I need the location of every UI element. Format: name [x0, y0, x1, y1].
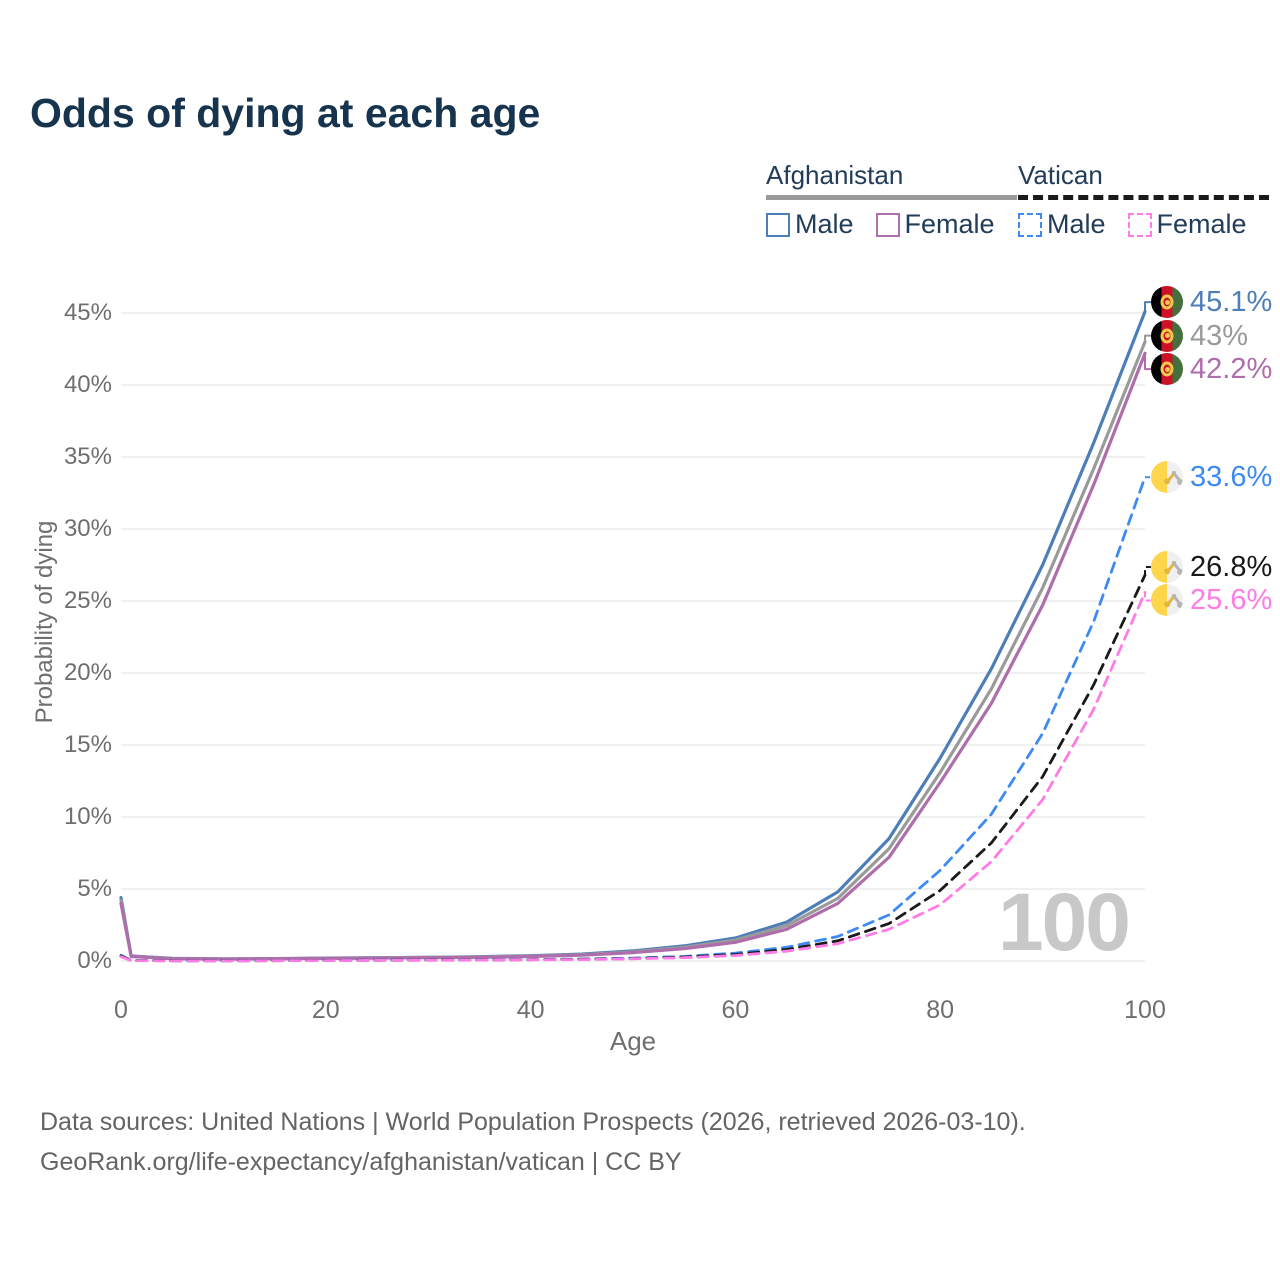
y-tick-label: 0%: [77, 947, 112, 974]
legend-country-vatican[interactable]: Vatican: [1018, 160, 1103, 190]
end-label-connector-afghanistan-female: [1144, 353, 1151, 371]
vatican-male-swatch[interactable]: [1018, 212, 1042, 237]
legend-item-vatican-female[interactable]: Female: [1127, 209, 1247, 240]
y-tick-label: 25%: [63, 587, 112, 614]
page-title: Odds of dying at each age: [30, 90, 541, 136]
footer-attribution: GeoRank.org/life-expectancy/afghanistan/…: [40, 1148, 682, 1176]
legend-item-label: Female: [1156, 209, 1247, 239]
y-tick-label: 35%: [63, 443, 112, 470]
x-tick-label: 20: [311, 996, 340, 1024]
y-tick-label: 30%: [63, 515, 112, 542]
y-tick-label: 5%: [77, 875, 112, 902]
series-line-afghanistan-female[interactable]: [119, 351, 1147, 961]
legend-group-afghanistan: Afghanistan Male Female: [766, 160, 1017, 240]
end-value-label-afghanistan-male: 45.1%: [1190, 286, 1273, 319]
y-tick-label: 15%: [63, 731, 112, 758]
y-tick-label: 10%: [63, 803, 112, 830]
end-label-connector-afghanistan-male: [1144, 301, 1151, 312]
legend-item-vatican-male[interactable]: Male: [1018, 209, 1106, 240]
series-line-vatican-male[interactable]: [119, 475, 1147, 963]
end-label-connector-vatican-female: [1144, 592, 1151, 602]
legend-item-label: Female: [904, 209, 995, 239]
afghanistan-flag-icon: [1151, 286, 1183, 319]
x-tick-label: 80: [926, 996, 955, 1024]
legend-underline-afghanistan: [766, 195, 1017, 200]
x-tick-label: 60: [721, 996, 750, 1024]
vatican-flag-icon: [1151, 461, 1183, 494]
x-tick-label: 100: [1124, 996, 1166, 1024]
series-line-vatican-both-sexes[interactable]: [119, 573, 1147, 963]
y-axis-title: Probability of dying: [31, 520, 58, 724]
legend-underline-vatican: [1018, 195, 1269, 200]
y-tick-label: 40%: [63, 371, 112, 398]
vatican-female-swatch[interactable]: [1127, 212, 1152, 237]
vatican-flag-icon: [1151, 550, 1183, 583]
legend-item-label: Male: [1047, 209, 1106, 239]
afghanistan-flag-icon: [1151, 353, 1183, 386]
legend-item-label: Male: [795, 209, 854, 239]
y-tick-label: 20%: [63, 659, 112, 686]
afghanistan-male-swatch[interactable]: [766, 212, 790, 237]
end-value-label-vatican-female: 25.6%: [1190, 584, 1273, 617]
vatican-flag-icon: [1151, 584, 1183, 617]
legend-item-afghanistan-male[interactable]: Male: [766, 209, 854, 240]
end-label-connector-afghanistan-both-sexes: [1144, 334, 1151, 342]
end-value-label-vatican-male: 33.6%: [1190, 461, 1273, 494]
footer-data-sources: Data sources: United Nations | World Pop…: [40, 1108, 1026, 1136]
afghanistan-female-swatch[interactable]: [875, 212, 900, 237]
series-line-afghanistan-both-sexes[interactable]: [119, 340, 1147, 961]
series-line-vatican-female[interactable]: [119, 591, 1147, 963]
end-value-label-afghanistan-female: 42.2%: [1190, 353, 1273, 386]
x-tick-label: 0: [114, 996, 128, 1024]
end-value-label-vatican-both-sexes: 26.8%: [1190, 550, 1273, 583]
legend-item-afghanistan-female[interactable]: Female: [875, 209, 995, 240]
x-tick-label: 40: [516, 996, 545, 1024]
afghanistan-flag-icon: [1151, 319, 1183, 352]
y-tick-label: 45%: [63, 299, 112, 326]
end-label-connector-vatican-both-sexes: [1144, 566, 1151, 576]
age-watermark: 100: [998, 877, 1131, 968]
legend-country-afghanistan[interactable]: Afghanistan: [766, 160, 904, 190]
legend-group-vatican: Vatican Male Female: [1018, 160, 1269, 240]
end-value-label-afghanistan-both-sexes: 43%: [1190, 319, 1249, 352]
x-axis-title: Age: [609, 1026, 657, 1056]
